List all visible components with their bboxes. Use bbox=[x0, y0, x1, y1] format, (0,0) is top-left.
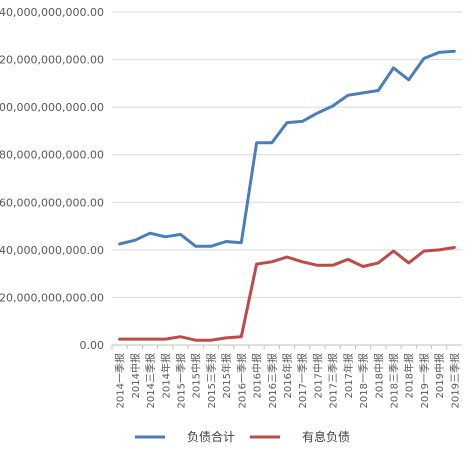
x-tick-label: 2019三季报 bbox=[448, 353, 461, 408]
y-tick-label: 120,000,000,000.00 bbox=[0, 54, 104, 67]
x-tick-label: 2018中报 bbox=[372, 353, 385, 398]
y-tick-label: 140,000,000,000.00 bbox=[0, 6, 104, 19]
x-tick-label: 2017三季报 bbox=[327, 353, 340, 408]
x-tick-label: 2015中报 bbox=[190, 353, 203, 398]
x-axis-tick-labels: 2014一季报 2014中报 2014三季报 2014年报 2015一季报 2015中报 2… bbox=[111, 345, 461, 408]
y-tick-label: 0.00 bbox=[80, 339, 105, 352]
y-tick-label: 40,000,000,000.00 bbox=[0, 244, 104, 257]
x-tick-label: 2016三季报 bbox=[266, 353, 279, 408]
x-tick-label: 2016中报 bbox=[251, 353, 264, 398]
y-tick-label: 60,000,000,000.00 bbox=[0, 196, 104, 209]
x-tick-label: 2017一季报 bbox=[296, 353, 309, 408]
legend-label: 有息负债 bbox=[302, 429, 350, 444]
x-tick-label: 2018年报 bbox=[403, 353, 416, 398]
legend: 负债合计 有息负债 bbox=[135, 429, 350, 444]
x-tick-label: 2016年报 bbox=[281, 353, 294, 398]
gridlines bbox=[112, 11, 462, 346]
y-tick-label: 20,000,000,000.00 bbox=[0, 291, 104, 304]
x-tick-label: 2014中报 bbox=[129, 353, 142, 398]
x-tick-label: 2014年报 bbox=[159, 353, 172, 398]
legend-label: 负债合计 bbox=[187, 429, 235, 444]
x-tick-label: 2015年报 bbox=[220, 353, 233, 398]
x-tick-label: 2017中报 bbox=[311, 353, 324, 398]
y-tick-label: 80,000,000,000.00 bbox=[0, 149, 104, 162]
y-tick-label: 100,000,000,000.00 bbox=[0, 101, 104, 114]
x-tick-label: 2018一季报 bbox=[357, 353, 370, 408]
x-tick-label: 2017年报 bbox=[342, 353, 355, 398]
x-tick-label: 2016一季报 bbox=[235, 353, 248, 408]
x-tick-label: 2015三季报 bbox=[205, 353, 218, 408]
x-tick-label: 2019中报 bbox=[433, 353, 446, 398]
x-tick-label: 2014三季报 bbox=[144, 353, 157, 408]
x-tick-label: 2018三季报 bbox=[388, 353, 401, 408]
series-lines bbox=[118, 49, 456, 342]
y-axis-tick-labels: 0.00 20,000,000,000.00 40,000,000,000.00 60… bbox=[0, 6, 104, 352]
x-tick-label: 2014一季报 bbox=[114, 353, 127, 408]
x-tick-label: 2019一季报 bbox=[418, 353, 431, 408]
x-tick-label: 2015一季报 bbox=[174, 353, 187, 408]
series-line-1 bbox=[118, 49, 456, 248]
series-line-2 bbox=[118, 246, 456, 342]
